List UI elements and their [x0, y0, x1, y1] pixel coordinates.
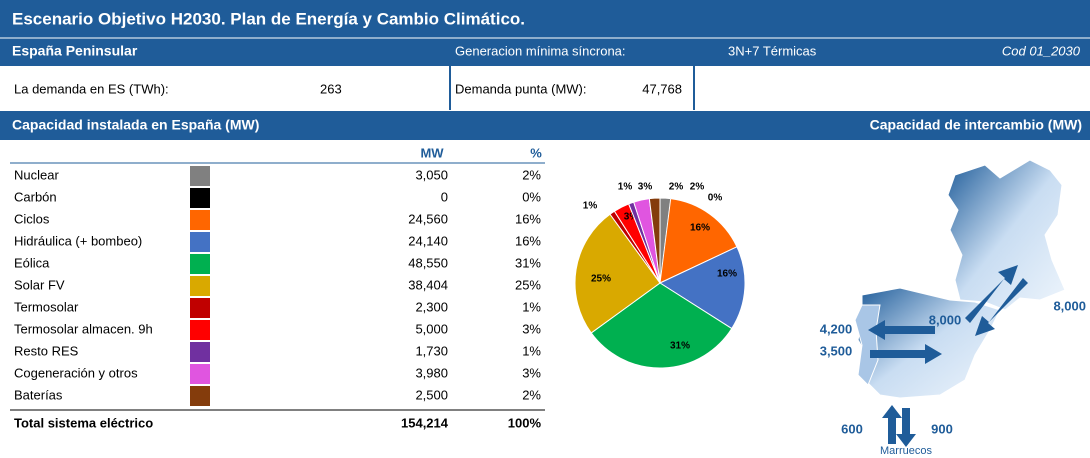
row-mw: 2,300 [415, 299, 448, 314]
column-header: % [530, 145, 542, 160]
row-name: Cogeneración y otros [14, 365, 138, 380]
row-pct: 16% [515, 211, 541, 226]
pie-chart: 2%0%16%16%31%25%1%3%1% 3% 2% [574, 182, 746, 369]
row-name: Termosolar almacen. 9h [14, 321, 153, 336]
row-mw: 24,140 [408, 233, 448, 248]
pie-label: 2% [690, 182, 705, 193]
arrows [868, 265, 1028, 447]
row-mw: 24,560 [408, 211, 448, 226]
row-mw: 38,404 [408, 277, 448, 292]
row-mw: 3,050 [415, 167, 448, 182]
color-swatch [190, 320, 210, 340]
column-header: MW [420, 145, 444, 160]
row-name: Carbón [14, 189, 57, 204]
row-mw: 0 [441, 189, 448, 204]
flow-label: 4,200 [820, 321, 853, 336]
row-pct: 1% [522, 299, 541, 314]
row-mw: 2,500 [415, 387, 448, 402]
pie-slice [590, 282, 733, 369]
capacity-title: Capacidad instalada en España (MW) [12, 117, 259, 133]
color-swatch [190, 342, 210, 362]
row-pct: 2% [522, 167, 541, 182]
color-swatch [190, 364, 210, 384]
total-name: Total sistema eléctrico [14, 415, 153, 430]
generation-label: Generacion mínima síncrona: [455, 43, 626, 58]
pie-label: 1% [583, 201, 598, 212]
row-mw: 1,730 [415, 343, 448, 358]
peak-label: Demanda punta (MW): [455, 81, 587, 96]
flow-label: 3,500 [820, 343, 853, 358]
color-swatch [190, 166, 210, 186]
pie-label: 0% [708, 193, 723, 204]
row-pct: 3% [522, 365, 541, 380]
flow-label: 600 [841, 421, 863, 436]
row-mw: 48,550 [408, 255, 448, 270]
pie-label: 31% [670, 341, 690, 352]
row-name: Termosolar [14, 299, 79, 314]
row-name: Nuclear [14, 167, 59, 182]
peak-value: 47,768 [642, 81, 682, 96]
total-pct: 100% [508, 415, 542, 430]
header-bar [0, 0, 1090, 66]
color-swatch [190, 232, 210, 252]
flow-label: 900 [931, 421, 953, 436]
row-pct: 0% [522, 189, 541, 204]
code: Cod 01_2030 [1002, 43, 1081, 58]
row-name: Resto RES [14, 343, 79, 358]
pie-slice [658, 246, 746, 330]
row-pct: 31% [515, 255, 541, 270]
row-pct: 16% [515, 233, 541, 248]
flow-label: 8,000 [1053, 298, 1086, 313]
row-name: Hidráulica (+ bombeo) [14, 233, 142, 248]
row-name: Solar FV [14, 277, 65, 292]
row-pct: 2% [522, 387, 541, 402]
pie-slice [574, 213, 661, 334]
row-mw: 5,000 [415, 321, 448, 336]
color-swatch [190, 254, 210, 274]
color-swatch [190, 276, 210, 296]
france [947, 159, 1066, 311]
map: 8,000 8,000 4,200 3,500 600 900 Marrueco… [820, 159, 1086, 457]
pie-label: 16% [717, 269, 737, 280]
color-swatch [190, 210, 210, 230]
title: Escenario Objetivo H2030. Plan de Energí… [12, 9, 525, 28]
row-pct: 1% [522, 343, 541, 358]
country-label: Marruecos [880, 445, 932, 457]
flow-label: 8,000 [929, 312, 962, 327]
total-mw: 154,214 [401, 415, 449, 430]
pie-slice [648, 197, 661, 284]
demand-label: La demanda en ES (TWh): [14, 81, 169, 96]
pie-label: 2% [669, 182, 684, 193]
pie-label: 3% [638, 182, 653, 193]
pie-label: 3% [624, 212, 639, 223]
section-bar [0, 111, 1090, 140]
row-mw: 3,980 [415, 365, 448, 380]
portugal [854, 304, 881, 386]
region: España Peninsular [12, 43, 138, 59]
exchange-title: Capacidad de intercambio (MW) [870, 117, 1082, 133]
color-swatch [190, 188, 210, 208]
row-name: Baterías [14, 387, 63, 402]
row-name: Ciclos [14, 211, 50, 226]
pie-label: 1% [618, 182, 633, 193]
row-pct: 3% [522, 321, 541, 336]
color-swatch [190, 298, 210, 318]
pie-label: 25% [591, 274, 611, 285]
generation-value: 3N+7 Térmicas [728, 43, 817, 58]
pie-slice [659, 198, 738, 284]
color-swatch [190, 386, 210, 406]
row-name: Eólica [14, 255, 50, 270]
capacity-table: Nuclear 3,050 2% Carbón 0 0% Ciclos 24,560 16% Hi… [14, 166, 541, 406]
row-pct: 25% [515, 277, 541, 292]
demand-value: 263 [320, 81, 342, 96]
pie-label: 16% [690, 223, 710, 234]
